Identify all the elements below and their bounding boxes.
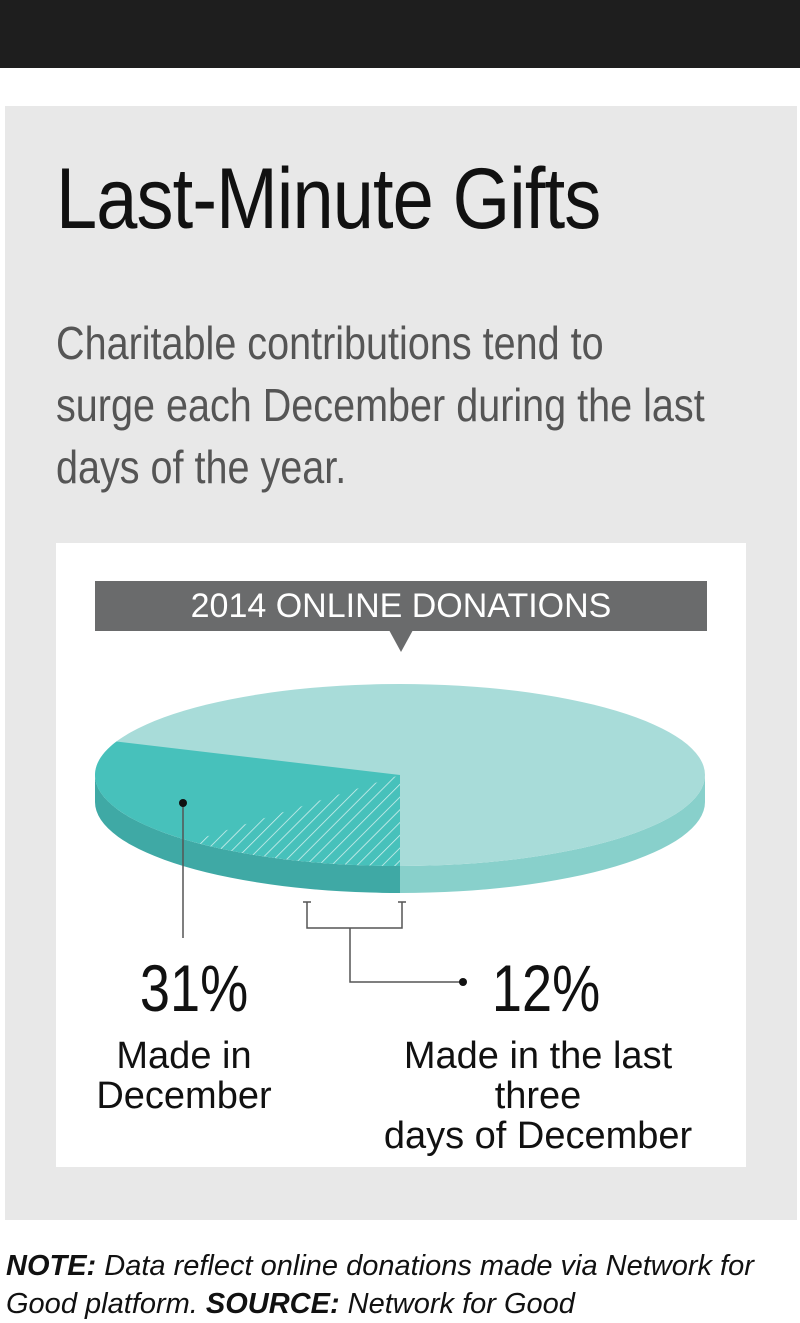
last-days-label-line1: Made in the last three — [403, 1035, 673, 1117]
last-days-label-line2: days of December — [383, 1115, 693, 1157]
source-text: Network for Good — [339, 1288, 575, 1320]
december-label-line2: December — [96, 1075, 272, 1117]
top-bar — [0, 0, 800, 68]
pie-side-december — [95, 775, 400, 893]
note-label: NOTE: — [6, 1250, 97, 1282]
page-title: Last-Minute Gifts — [56, 151, 601, 247]
last-days-percent: 12% — [491, 951, 601, 1025]
last-days-label: Made in the last three days of December — [358, 1036, 718, 1156]
pie-slice-last-three-days — [191, 775, 400, 866]
chart-title-pointer — [389, 630, 413, 652]
note-text: Data reflect online donations made via N… — [6, 1250, 754, 1320]
december-label: Made in December — [84, 1036, 284, 1116]
december-percent: 31% — [139, 951, 249, 1025]
source-label: SOURCE: — [205, 1288, 340, 1320]
last-days-leader-dot — [459, 978, 467, 986]
last-days-bracket — [303, 901, 462, 983]
subtitle: Charitable contributions tend to surge e… — [56, 317, 705, 493]
pie-side-rest — [400, 775, 705, 893]
december-label-line1: Made in — [116, 1035, 252, 1077]
december-leader-dot — [179, 799, 187, 807]
footer-note: NOTE: Data reflect online donations made… — [6, 1247, 800, 1323]
chart-title: 2014 ONLINE DONATIONS — [95, 581, 707, 631]
